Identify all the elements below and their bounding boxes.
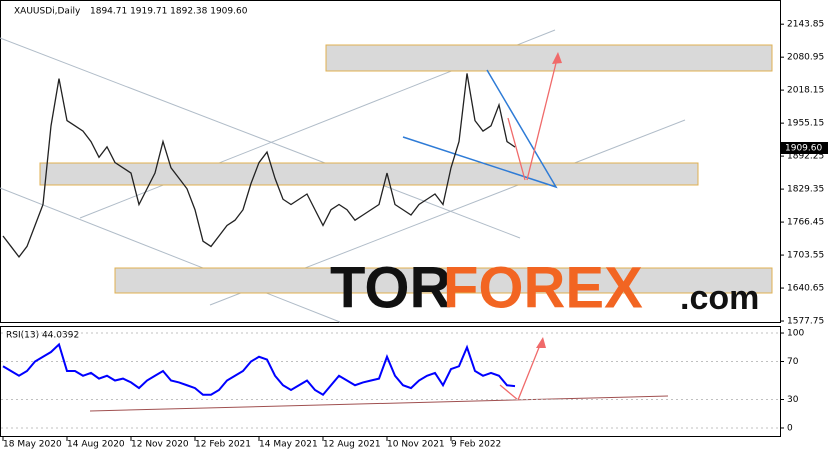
arrow bbox=[517, 339, 543, 401]
y-tick-label: 0 bbox=[787, 423, 793, 433]
series-line bbox=[2, 73, 516, 259]
trend-line bbox=[89, 395, 669, 412]
y-tick-label: 2080.95 bbox=[787, 53, 824, 63]
rsi-title: RSI(13) 44.0392 bbox=[6, 331, 79, 341]
y-tick-label: 1640.65 bbox=[787, 284, 824, 294]
y-tick-label: 1766.45 bbox=[787, 218, 824, 228]
arrow bbox=[526, 54, 559, 181]
trend-line bbox=[0, 37, 521, 239]
triangle bbox=[402, 69, 558, 189]
chart-title: XAUUSDi,Daily bbox=[14, 7, 81, 17]
logo-text: TOR bbox=[330, 255, 451, 320]
y-tick-label: 1703.55 bbox=[787, 251, 824, 261]
y-tick-label: 30 bbox=[787, 395, 799, 405]
x-tick-label: 12 Nov 2020 bbox=[131, 440, 189, 450]
arrow bbox=[499, 384, 519, 401]
y-tick-label: 1892.25 bbox=[787, 152, 824, 162]
x-tick-label: 10 Nov 2021 bbox=[387, 440, 445, 450]
arrow-head bbox=[552, 52, 562, 64]
last-price: 1909.60 bbox=[785, 144, 822, 154]
zone bbox=[325, 44, 773, 72]
x-tick-label: 12 Feb 2021 bbox=[195, 440, 251, 450]
x-tick-label: 9 Feb 2022 bbox=[451, 440, 501, 450]
zone bbox=[114, 267, 773, 294]
y-tick-label: 1577.75 bbox=[787, 317, 824, 327]
arrow bbox=[507, 117, 526, 181]
rsi-panel bbox=[0, 326, 781, 437]
y-tick-label: 70 bbox=[787, 357, 799, 367]
y-tick-label: 2143.85 bbox=[787, 20, 824, 30]
ohlc: 1894.71 1919.71 1892.38 1909.60 bbox=[90, 7, 248, 17]
x-tick-label: 14 May 2021 bbox=[259, 440, 318, 450]
y-tick-label: 1955.15 bbox=[787, 119, 824, 129]
watermark: TOR FOREX .com bbox=[330, 255, 759, 320]
logo-text: FOREX bbox=[443, 255, 643, 320]
logo-text: .com bbox=[680, 279, 759, 317]
x-tick-label: 14 Aug 2020 bbox=[67, 440, 125, 450]
x-tick-label: 18 May 2020 bbox=[3, 440, 62, 450]
zone bbox=[39, 162, 699, 186]
y-tick-label: 100 bbox=[787, 329, 804, 339]
trend-line bbox=[0, 187, 341, 323]
y-tick-label: 2018.15 bbox=[787, 86, 824, 96]
series-line bbox=[2, 342, 516, 397]
arrow-head bbox=[536, 337, 546, 348]
x-tick-label: 12 Aug 2021 bbox=[323, 440, 381, 450]
y-tick-label: 1829.35 bbox=[787, 185, 824, 195]
analysis-drawings bbox=[0, 29, 773, 412]
price-tag bbox=[781, 142, 828, 154]
